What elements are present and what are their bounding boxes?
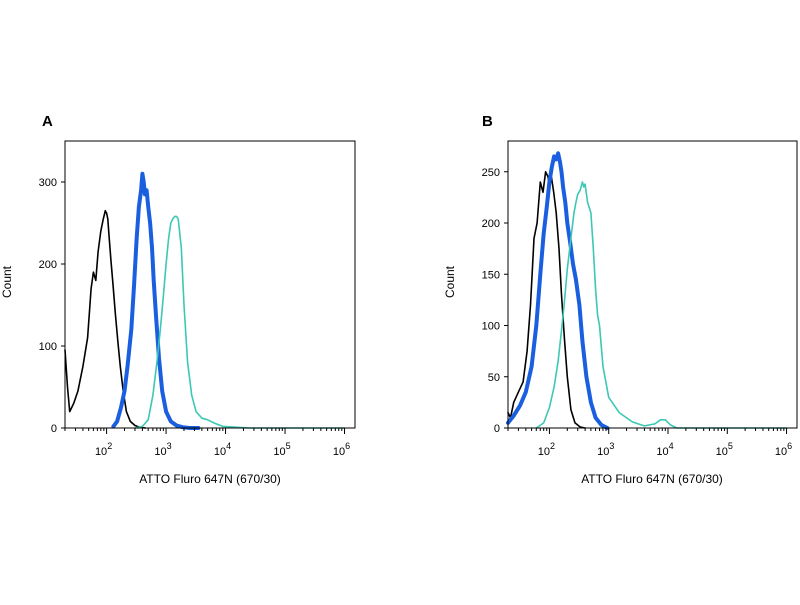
- chart-panel-a: A 0 100 200 300 102 103 104 105 106 ATTO Fluro 647…: [0, 113, 356, 486]
- x-tick-label: 103: [154, 441, 171, 458]
- plot-frame: [507, 140, 798, 429]
- y-tick-label: 300: [39, 177, 57, 189]
- x-tick-label: 104: [656, 441, 673, 458]
- panel-label: B: [482, 113, 493, 130]
- series-line-blue: [111, 171, 201, 430]
- y-tick-label: 200: [39, 259, 57, 271]
- series-line-black: [64, 209, 147, 429]
- series-line-blue: [506, 151, 610, 430]
- x-tick-label: 106: [333, 441, 350, 458]
- x-axis-title: ATTO Fluro 647N (670/30): [139, 472, 281, 486]
- panel-label: A: [42, 113, 53, 130]
- y-tick-label: 150: [482, 269, 500, 281]
- plot-frame: [64, 140, 356, 429]
- x-tick-label: 104: [214, 441, 231, 458]
- x-tick-label: 105: [716, 441, 733, 458]
- series-line-teal: [535, 181, 788, 429]
- y-tick-label: 200: [482, 218, 500, 230]
- series-line-teal: [134, 215, 346, 429]
- y-tick-label: 250: [482, 167, 500, 179]
- y-axis-title: Count: [0, 265, 14, 298]
- x-axis-title: ATTO Fluro 647N (670/30): [581, 472, 723, 486]
- x-tick-label: 102: [95, 441, 112, 458]
- y-axis-title: Count: [443, 265, 457, 298]
- x-tick-label: 105: [273, 441, 290, 458]
- x-tick-label: 106: [775, 441, 792, 458]
- y-tick-label: 100: [482, 321, 500, 333]
- x-tick-label: 103: [597, 441, 614, 458]
- x-tick-label: 102: [538, 441, 555, 458]
- chart-panel-b: B 0 50 100 150 200 250 102 103 104 105 106 ATTO Flur…: [443, 113, 798, 486]
- y-tick-label: 50: [488, 372, 500, 384]
- y-tick-label: 0: [494, 423, 500, 435]
- y-tick-label: 0: [51, 423, 57, 435]
- series-line-black: [507, 171, 586, 429]
- y-tick-label: 100: [39, 341, 57, 353]
